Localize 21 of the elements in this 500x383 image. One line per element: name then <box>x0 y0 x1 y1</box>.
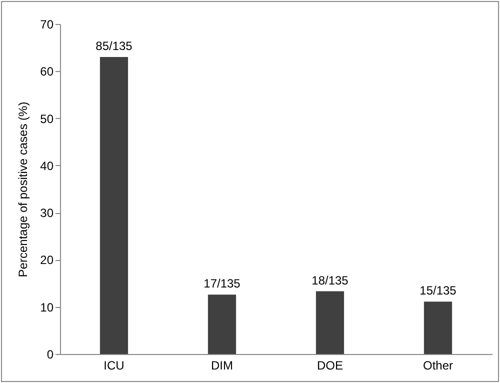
x-tick-label: Other <box>422 358 454 372</box>
x-tick-label: ICU <box>104 358 124 372</box>
bar <box>424 302 452 354</box>
y-tick-label: 0 <box>46 348 54 362</box>
bar <box>100 57 128 354</box>
data-label: 85/135 <box>96 39 133 53</box>
y-axis-title: Percentage of positive cases (%) <box>16 102 30 278</box>
data-label: 15/135 <box>420 284 457 298</box>
y-tick-label: 20 <box>40 253 54 268</box>
y-tick-label: 10 <box>40 300 54 314</box>
y-tick-label: 60 <box>40 64 54 79</box>
y-tick-label: 40 <box>40 158 54 173</box>
data-label: 17/135 <box>204 276 241 291</box>
bar <box>316 291 344 354</box>
data-label: 18/135 <box>312 273 349 288</box>
x-tick-label: DIM <box>211 358 233 372</box>
bar <box>208 294 236 354</box>
y-tick-label: 30 <box>40 206 54 220</box>
y-tick-label: 70 <box>40 18 54 32</box>
x-tick-label: DOE <box>316 358 344 372</box>
y-tick-label: 50 <box>40 112 54 126</box>
